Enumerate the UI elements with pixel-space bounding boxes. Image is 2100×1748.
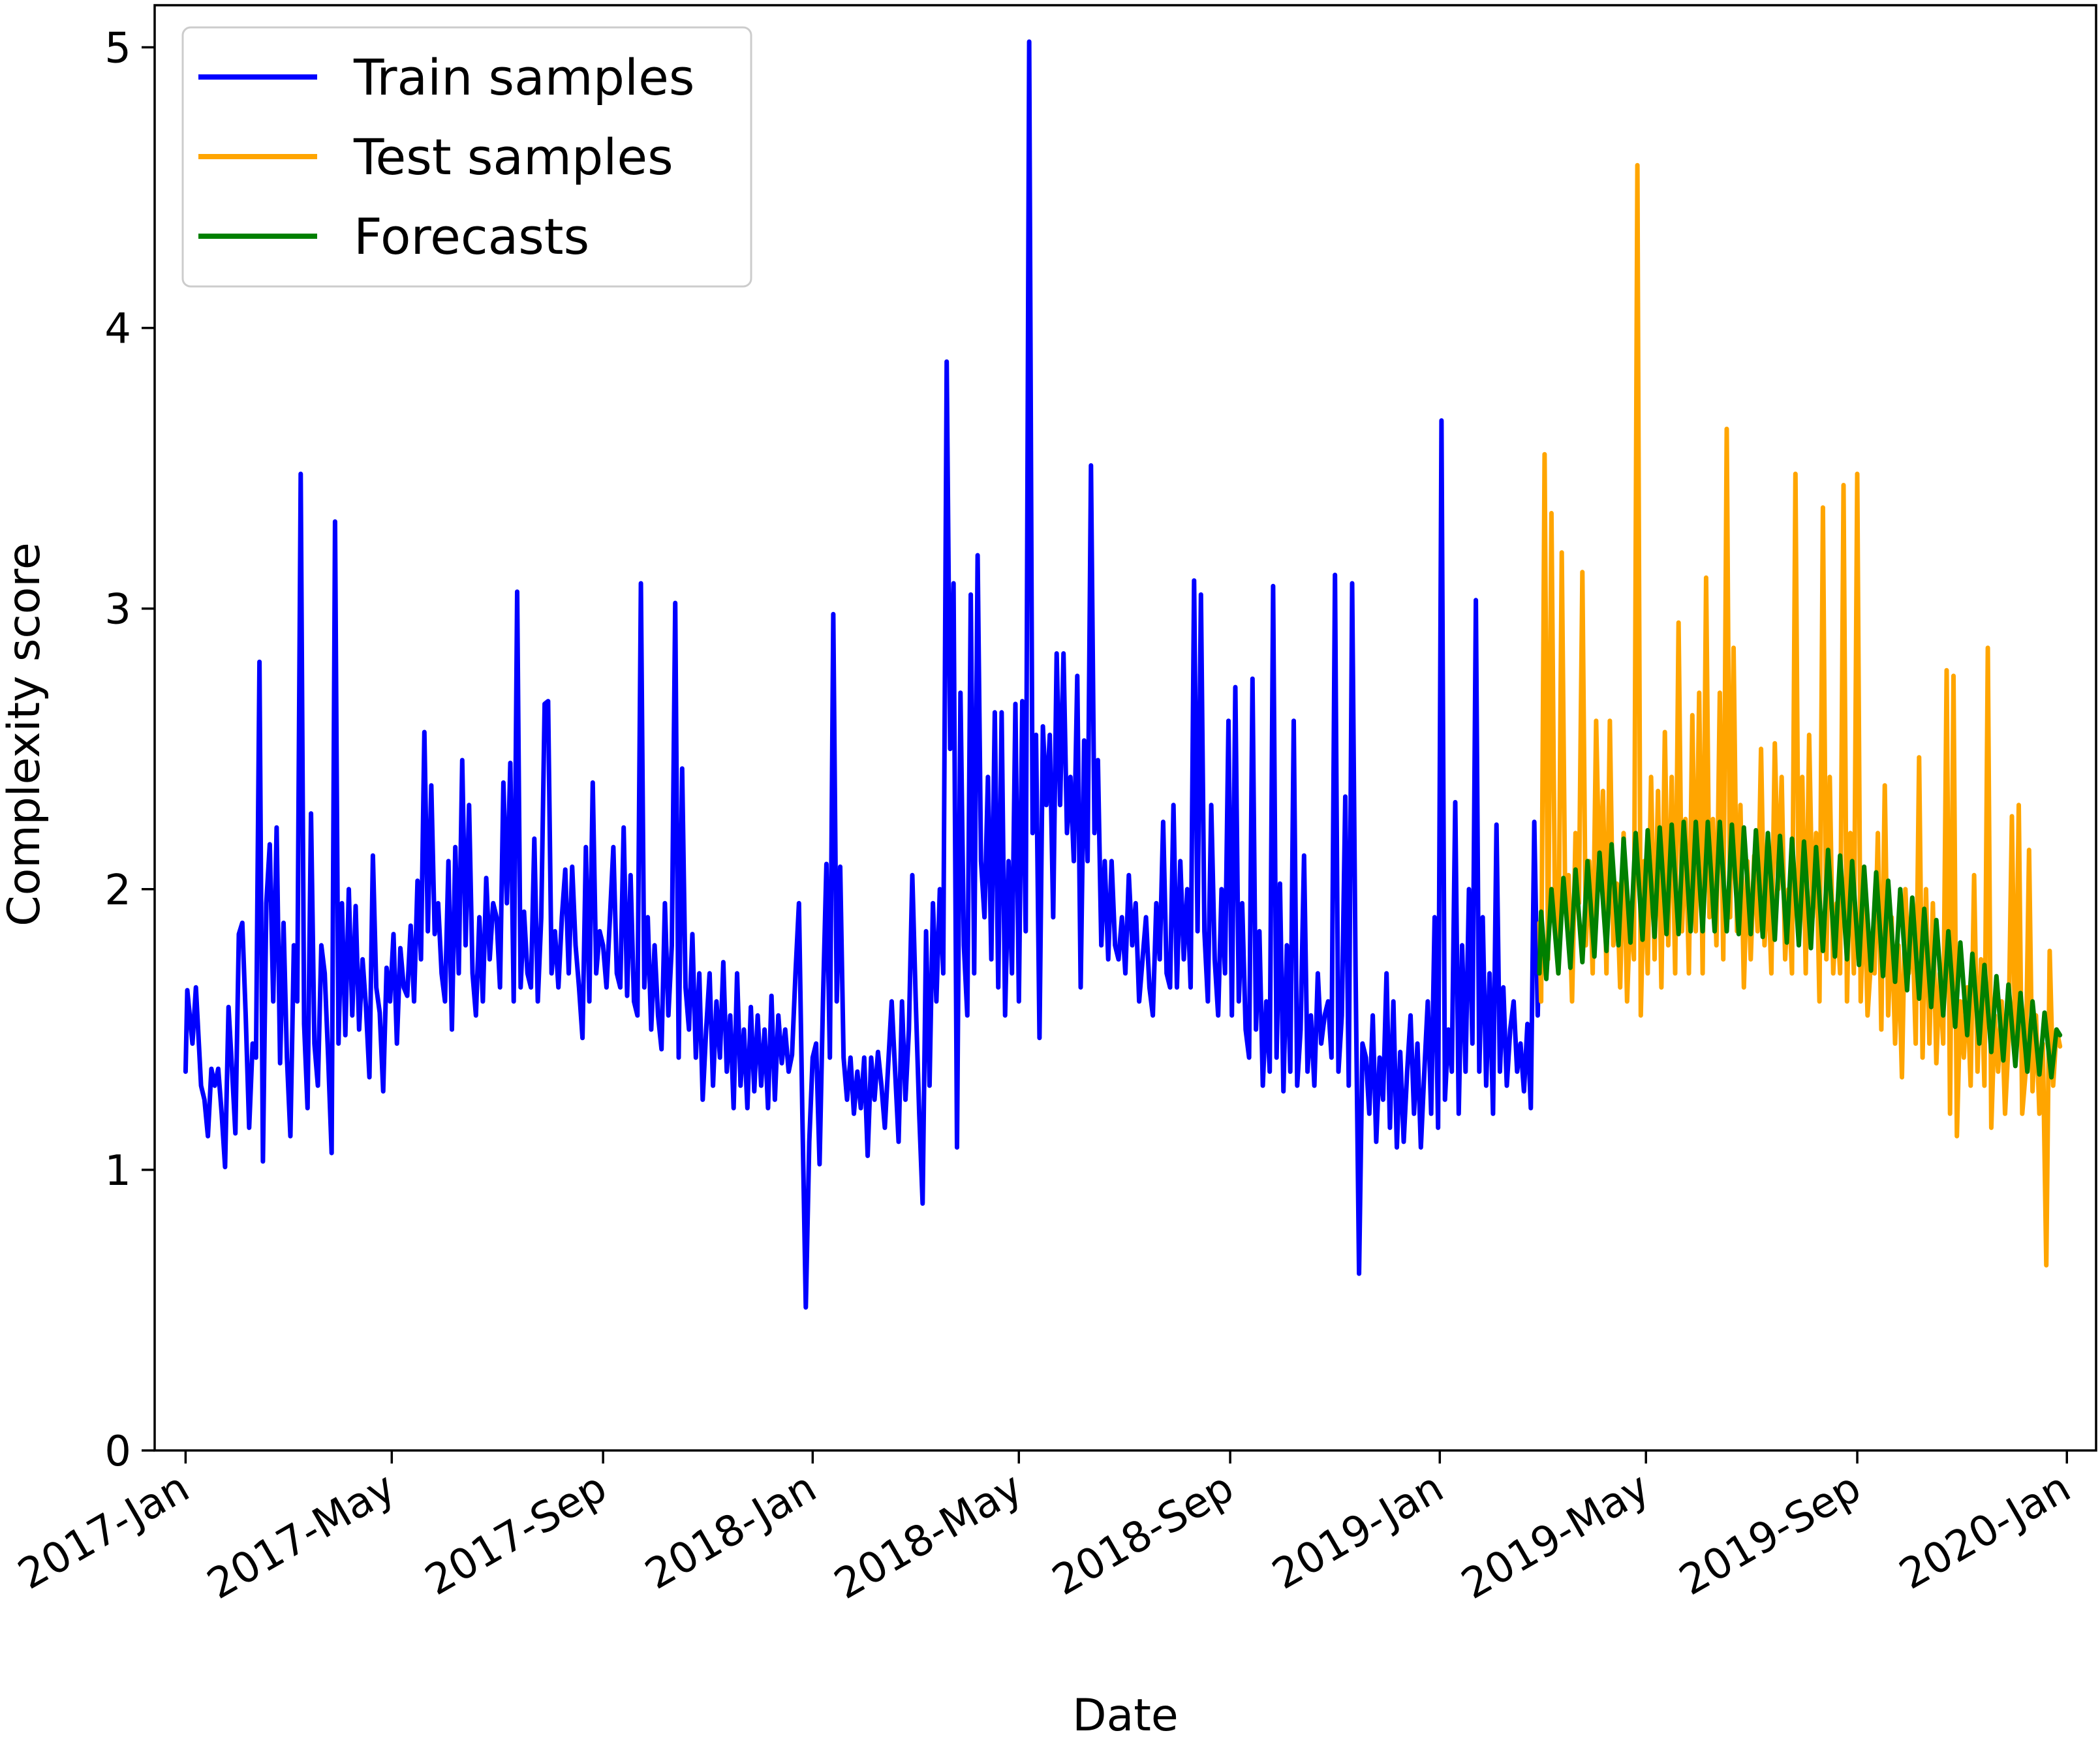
y-axis-label: Complexity score	[0, 542, 50, 926]
legend-label: Forecasts	[354, 207, 589, 266]
y-tick-label: 3	[104, 586, 131, 634]
y-tick-label: 4	[104, 305, 131, 354]
y-tick-label: 1	[104, 1147, 131, 1195]
y-axis: 0 1 2 3 4 5	[104, 25, 155, 1476]
series-line-train-samples	[183, 39, 1542, 1310]
legend: Train samples Test samples Forecasts	[181, 26, 752, 288]
legend-label: Train samples	[353, 48, 694, 106]
series-line-forecasts	[1537, 820, 2063, 1080]
legend-box	[181, 26, 752, 288]
legend-label: Test samples	[353, 128, 673, 186]
y-tick-label: 2	[104, 866, 131, 915]
series-layer	[183, 39, 2063, 1310]
x-axis-label: Date	[1072, 1690, 1179, 1741]
plot-area-frame	[153, 4, 2097, 1452]
y-tick-label: 5	[104, 25, 131, 73]
y-tick-label: 0	[104, 1428, 131, 1476]
